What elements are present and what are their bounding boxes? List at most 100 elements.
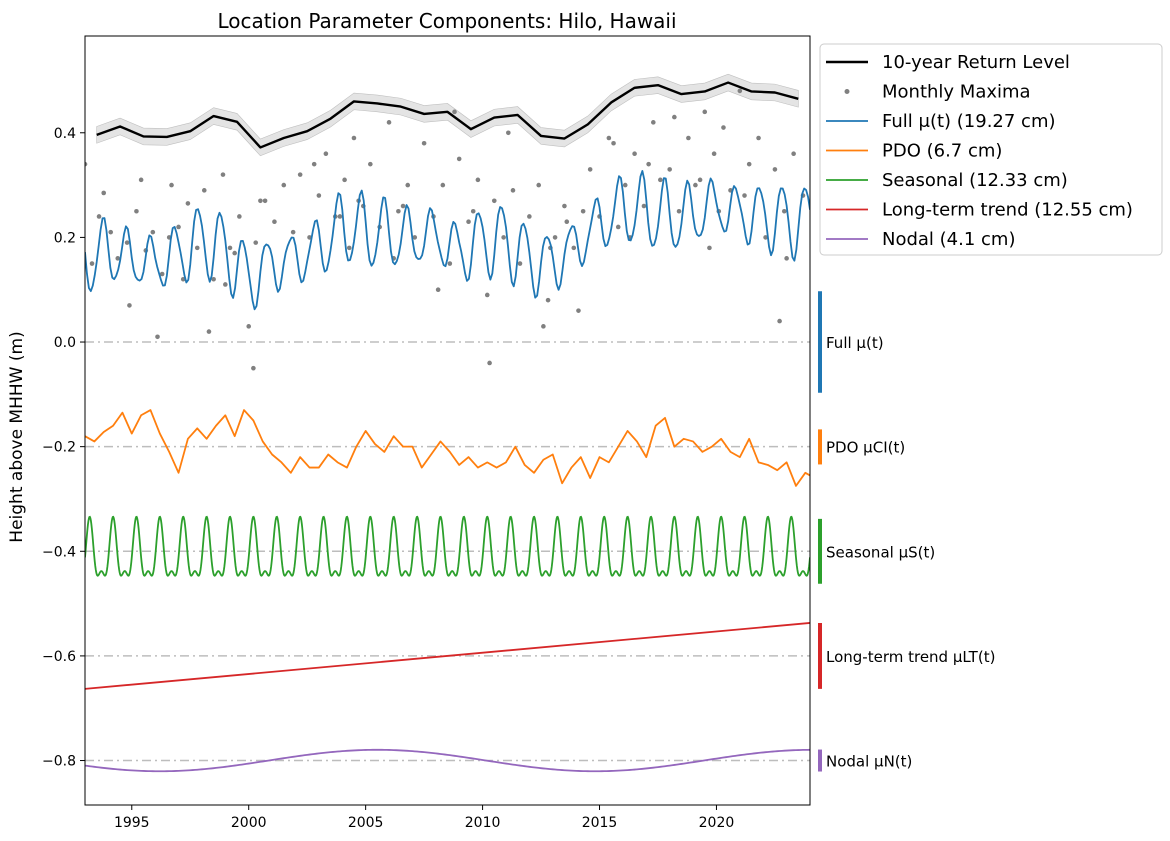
- component-label: Seasonal μS(t): [826, 543, 935, 561]
- monthly-maxima-point: [632, 151, 637, 157]
- plot-content: [85, 73, 810, 773]
- monthly-maxima-point: [772, 167, 778, 172]
- x-tick-label: 2000: [231, 815, 267, 831]
- y-tick-label: −0.2: [42, 440, 76, 456]
- monthly-maxima-point: [746, 161, 752, 167]
- legend-label: 10-year Return Level: [882, 52, 1070, 73]
- monthly-maxima-point: [150, 229, 156, 235]
- monthly-maxima-point: [564, 219, 570, 225]
- monthly-maxima-point: [232, 250, 237, 256]
- monthly-maxima-point: [510, 188, 516, 193]
- monthly-maxima-point: [697, 177, 703, 183]
- monthly-maxima-point: [580, 208, 586, 214]
- monthly-maxima-point: [281, 182, 287, 188]
- x-tick-label: 2005: [348, 815, 384, 831]
- monthly-maxima-point: [368, 161, 373, 167]
- monthly-maxima-point: [290, 229, 296, 235]
- monthly-maxima-point: [323, 151, 329, 157]
- monthly-maxima-point: [641, 203, 647, 209]
- monthly-maxima-point: [541, 324, 546, 329]
- monthly-maxima-point: [262, 198, 268, 204]
- monthly-maxima-point: [791, 151, 796, 157]
- component-label: Nodal μN(t): [826, 753, 912, 771]
- y-tick-label: −0.6: [42, 649, 76, 665]
- monthly-maxima-point: [506, 130, 511, 136]
- monthly-maxima-point: [297, 172, 303, 177]
- y-tick-label: −0.8: [42, 754, 76, 770]
- monthly-maxima-point: [101, 190, 107, 196]
- component-labels: Full μ(t) PDO μCI(t) Seasonal μS(t) Long-te…: [818, 291, 995, 772]
- monthly-maxima-point: [311, 161, 317, 167]
- legend-label: Nodal (4.1 cm): [882, 229, 1015, 250]
- y-axis: 0.4 0.2 0.0 −0.2 −0.4 −0.6 −0.8: [42, 126, 85, 770]
- monthly-maxima-point: [220, 172, 226, 177]
- monthly-maxima-point: [251, 365, 256, 371]
- monthly-maxima-point: [134, 208, 139, 214]
- monthly-maxima-point: [316, 193, 322, 198]
- monthly-maxima-point: [501, 235, 506, 240]
- monthly-maxima-point: [400, 203, 406, 209]
- long-term-trend-series-line: [85, 622, 810, 690]
- monthly-maxima-point: [562, 203, 567, 209]
- legend-label: Monthly Maxima: [882, 82, 1031, 103]
- monthly-maxima-point: [491, 198, 497, 204]
- monthly-maxima-point: [711, 151, 717, 157]
- monthly-maxima-point: [646, 161, 651, 167]
- monthly-maxima-point: [258, 198, 263, 204]
- monthly-maxima-point: [127, 303, 132, 308]
- monthly-maxima-point: [169, 182, 174, 188]
- monthly-maxima-point: [386, 120, 392, 125]
- monthly-maxima-point: [272, 219, 277, 225]
- chart-title: Location Parameter Components: Hilo, Haw…: [217, 9, 676, 33]
- legend: 10-year Return Level Monthly Maxima Full μ…: [819, 43, 1163, 256]
- monthly-maxima-point: [447, 261, 453, 266]
- monthly-maxima-point: [138, 177, 144, 183]
- component-label: Long-term trend μLT(t): [826, 648, 995, 666]
- monthly-maxima-point: [487, 360, 492, 366]
- monthly-maxima-point: [466, 219, 471, 225]
- full-mu-series-line: [85, 170, 810, 311]
- monthly-maxima-point: [615, 224, 621, 230]
- monthly-maxima-point: [622, 182, 628, 188]
- y-axis-label: Height above MHHW (m): [7, 331, 27, 542]
- monthly-maxima-point: [756, 135, 761, 141]
- monthly-maxima-point: [435, 287, 441, 293]
- monthly-maxima-point: [108, 229, 114, 235]
- x-tick-label: 2010: [465, 815, 501, 831]
- monthly-maxima-point: [672, 114, 677, 120]
- monthly-maxima-point: [784, 256, 789, 261]
- monthly-maxima-point: [237, 214, 242, 219]
- legend-marker: [844, 89, 850, 94]
- monthly-maxima-point: [405, 182, 411, 188]
- monthly-maxima-point: [223, 282, 228, 287]
- monthly-maxima-point: [470, 208, 476, 214]
- monthly-maxima-point: [763, 235, 768, 240]
- monthly-maxima-point: [475, 177, 481, 183]
- monthly-maxima-point: [536, 182, 542, 188]
- monthly-maxima-point: [693, 182, 698, 188]
- pdo-series-line: [85, 409, 810, 487]
- monthly-maxima-point: [707, 245, 712, 251]
- monthly-maxima-point: [421, 140, 427, 146]
- monthly-maxima-point: [206, 329, 212, 334]
- monthly-maxima-point: [396, 208, 401, 214]
- monthly-maxima-point: [346, 245, 352, 251]
- y-tick-label: −0.4: [42, 544, 76, 560]
- x-tick-label: 2020: [699, 815, 735, 831]
- monthly-maxima-point: [702, 109, 708, 115]
- monthly-maxima-point: [545, 297, 551, 303]
- monthly-maxima-point: [227, 245, 233, 251]
- monthly-maxima-point: [124, 240, 130, 245]
- monthly-maxima-point: [159, 271, 165, 277]
- monthly-maxima-point: [253, 240, 259, 245]
- legend-label: Long-term trend (12.55 cm): [882, 200, 1133, 221]
- monthly-maxima-point: [337, 214, 343, 219]
- monthly-maxima-point: [576, 308, 581, 313]
- component-label: PDO μCI(t): [826, 439, 905, 457]
- monthly-maxima-point: [651, 120, 656, 125]
- monthly-maxima-point: [96, 214, 102, 219]
- monthly-maxima-point: [89, 261, 95, 266]
- legend-label: Full μ(t) (19.27 cm): [882, 111, 1056, 132]
- component-label: Full μ(t): [826, 334, 884, 352]
